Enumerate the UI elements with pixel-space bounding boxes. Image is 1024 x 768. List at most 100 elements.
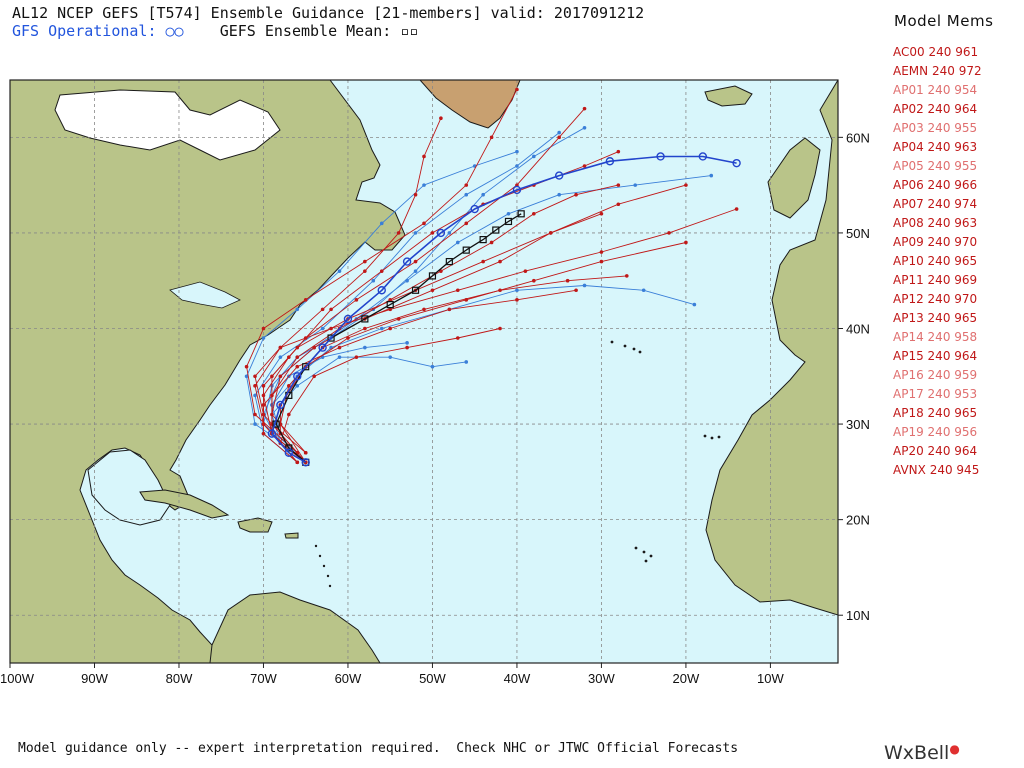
ensemble-member-track-red-point — [363, 259, 367, 264]
gfs-operational-track-point — [276, 400, 285, 410]
legend-member-ap01: AP01 240 954 — [888, 81, 1020, 100]
ensemble-member-track-red-point — [523, 269, 528, 273]
gfs-operational-track-point — [512, 185, 522, 195]
ensemble-member-track-blue-point — [413, 231, 418, 235]
legend-member-pressure: 969 — [954, 273, 978, 287]
chart-title: AL12 NCEP GEFS [T574] Ensemble Guidance … — [12, 4, 645, 22]
gefs-ensemble-mean-track-point — [428, 272, 437, 280]
legend-member-hour: 240 — [927, 159, 951, 173]
legend-member-hour: 240 — [928, 45, 952, 59]
canary-islands — [703, 434, 721, 440]
lon-tick-label: 50W — [419, 671, 446, 686]
ensemble-member-track-red-point — [413, 259, 418, 264]
legend-member-pressure: 970 — [954, 292, 978, 306]
legend-member-ap12: AP12 240 970 — [888, 290, 1020, 309]
ensemble-member-track-red-point — [422, 221, 426, 226]
lat-tick-label: 40N — [846, 321, 870, 336]
europe-africa-land — [705, 80, 838, 616]
ensemble-member-track-blue-point — [464, 192, 469, 197]
ensemble-member-track-red-point — [489, 240, 494, 245]
ensemble-member-track-red-point — [481, 259, 485, 264]
ensemble-member-track-blue-point — [379, 221, 384, 226]
legend-member-hour: 240 — [927, 254, 951, 268]
ensemble-member-track-red-point — [599, 250, 604, 254]
ensemble-member-track-red-point — [312, 374, 316, 379]
ensemble-member-track-blue-point — [557, 130, 561, 135]
ensemble-member-track-red-point — [278, 374, 283, 379]
ensemble-member-track-red — [279, 242, 686, 463]
great-lakes-water — [169, 281, 241, 309]
azores-islands — [610, 340, 642, 354]
legend-member-hour: 240 — [927, 425, 951, 439]
legend-member-ap05: AP05 240 955 — [888, 157, 1020, 176]
ensemble-member-track-blue-point — [515, 149, 519, 154]
model-members-legend: Model Mems AC00 240 961 AEMN 240 972 AP01 … — [888, 12, 1020, 480]
legend-member-ap19: AP19 240 956 — [888, 423, 1020, 442]
ensemble-member-track-blue-point — [430, 364, 435, 369]
ensemble-member-track-red-point — [253, 374, 257, 379]
legend-member-hour: 240 — [927, 311, 951, 325]
legend-member-name: AEMN — [893, 64, 929, 78]
legend-member-name: AP12 — [893, 292, 924, 306]
ensemble-member-track-red-point — [599, 212, 604, 216]
ensemble-member-track-blue-point — [692, 302, 697, 307]
gfs-operational-track-point — [293, 372, 302, 381]
ensemble-member-track-blue-point — [320, 326, 325, 331]
ensemble-member-track-red-point — [684, 183, 688, 187]
ensemble-member-track-red-point — [295, 355, 300, 359]
track-legend-header: GFS Operational: ○○ GEFS Ensemble Mean: … — [12, 22, 418, 40]
ensemble-member-track-red-point — [498, 326, 502, 331]
gfs-operational-track-point — [267, 429, 277, 438]
ensemble-member-track-red-point — [532, 278, 536, 283]
legend-member-name: AP05 — [893, 159, 924, 173]
ensemble-member-track-blue-point — [337, 355, 342, 359]
ensemble-member-track-blue-point — [337, 269, 342, 273]
ensemble-member-track-blue-point — [405, 341, 409, 345]
legend-member-name: AP07 — [893, 197, 924, 211]
lon-tick-label: 90W — [81, 671, 108, 686]
ensemble-member-track-red-point — [253, 412, 257, 417]
legend-member-ap08: AP08 240 963 — [888, 214, 1020, 233]
ensemble-member-track-red-point — [667, 231, 671, 235]
ensemble-member-track-red-point — [363, 269, 367, 273]
ensemble-member-track-red-point — [320, 307, 325, 312]
brand-text: WxBell — [884, 742, 950, 764]
ensemble-member-track-red-point — [582, 106, 587, 111]
ensemble-member-track-blue-point — [455, 240, 460, 245]
lon-tick-label: 30W — [588, 671, 615, 686]
ensemble-member-track-red-point — [684, 240, 688, 245]
legend-member-ap10: AP10 240 965 — [888, 252, 1020, 271]
legend-member-pressure: 972 — [958, 64, 982, 78]
legend-member-hour: 240 — [927, 349, 951, 363]
legend-member-hour: 240 — [927, 387, 951, 401]
ensemble-member-track-red-point — [354, 298, 359, 302]
lat-tick-label: 30N — [846, 417, 870, 432]
legend-member-name: AP14 — [893, 330, 924, 344]
ensemble-member-track-blue-point — [371, 278, 376, 283]
ensemble-member-track-blue-point — [447, 231, 452, 235]
legend-member-hour: 240 — [927, 406, 951, 420]
ensemble-member-track-blue-point — [253, 422, 257, 426]
ensemble-member-track-red-point — [379, 269, 384, 273]
ensemble-member-track-blue-point — [709, 173, 714, 178]
ensemble-member-track-red-point — [388, 326, 393, 331]
ensemble-member-track-red-point — [599, 259, 604, 264]
gefs-ensemble-mean-track-point — [462, 246, 470, 254]
gfs-operational-track-point — [377, 286, 386, 295]
legend-member-name: AP01 — [893, 83, 924, 97]
ensemble-member-track-red-point — [261, 403, 266, 407]
legend-member-ap02: AP02 240 964 — [888, 100, 1020, 119]
legend-member-avnx: AVNX 240 945 — [888, 461, 1020, 480]
ensemble-member-track-red-point — [439, 116, 443, 121]
lat-tick-label: 10N — [846, 608, 870, 623]
gfs-operational-track-point — [732, 158, 741, 168]
legend-member-pressure: 961 — [955, 45, 979, 59]
lon-tick-label: 80W — [166, 671, 193, 686]
lat-tick-label: 20N — [846, 513, 870, 528]
ensemble-member-track-red-point — [464, 221, 469, 226]
legend-member-name: AP20 — [893, 444, 924, 458]
legend-member-name: AP10 — [893, 254, 924, 268]
ensemble-member-track-blue — [271, 356, 467, 463]
ensemble-member-track-red-point — [548, 231, 553, 235]
